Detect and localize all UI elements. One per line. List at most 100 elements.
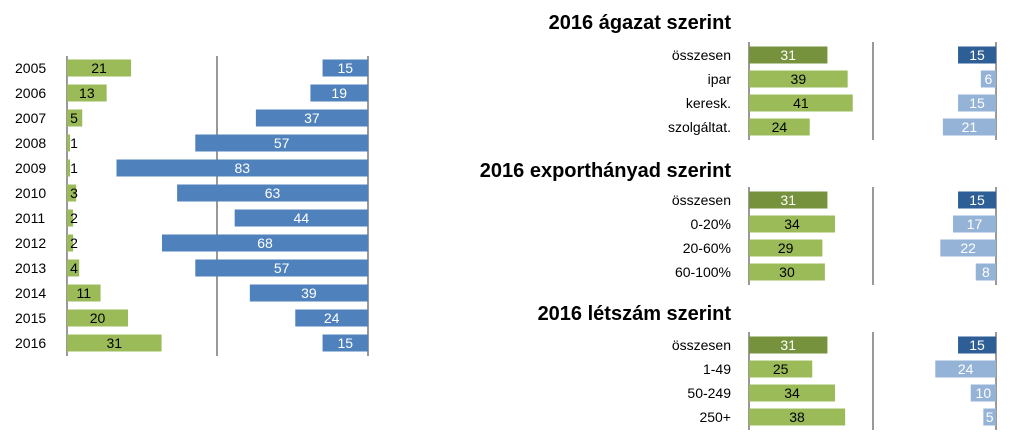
- bar-blue-2-összesen: [958, 191, 996, 209]
- data-label-green-1-keresk-: 41: [793, 95, 809, 111]
- category-label-2011: 2011: [15, 210, 45, 226]
- data-label-green-2016: 31: [106, 335, 122, 351]
- bar-green-1-szolgáltat-: [749, 118, 810, 136]
- category-label-2009: 2009: [15, 160, 46, 176]
- bar-blue-1-összesen: [958, 46, 996, 64]
- data-label-green-2-összesen: 31: [780, 192, 796, 208]
- data-label-blue-2015: 24: [324, 310, 340, 326]
- chart-title-3: 2016 létszám szerint: [538, 303, 732, 325]
- bar-green-2-0-20-: [749, 215, 836, 233]
- data-label-blue-2007: 37: [304, 110, 320, 126]
- data-label-blue-1-keresk-: 15: [969, 95, 985, 111]
- data-label-blue-2-20-60-: 22: [960, 240, 976, 256]
- bar-green-2012: [67, 234, 74, 252]
- category-label-2014: 2014: [15, 285, 46, 301]
- data-label-green-2009: 1: [70, 160, 78, 176]
- data-label-green-2013: 4: [70, 260, 78, 276]
- data-label-blue-3-50-249: 10: [976, 385, 992, 401]
- bar-green-1-keresk-: [749, 94, 853, 112]
- data-label-green-2015: 20: [90, 310, 106, 326]
- bar-blue-3-összesen: [958, 336, 996, 354]
- bar-blue-2013: [195, 259, 368, 277]
- data-label-green-2-0-20-: 34: [784, 216, 800, 232]
- bar-green-2011: [67, 209, 74, 227]
- data-label-blue-3-1-49: 24: [958, 361, 974, 377]
- bar-blue-3-1-49: [935, 360, 996, 378]
- data-label-green-3-50-249: 34: [784, 385, 800, 401]
- category-label-2010: 2010: [15, 185, 46, 201]
- bar-green-3-250-: [749, 408, 846, 426]
- bar-green-3-összesen: [749, 336, 828, 354]
- data-label-blue-2005: 15: [337, 60, 353, 76]
- data-label-blue-3-összesen: 15: [969, 337, 985, 353]
- category-label-2013: 2013: [15, 260, 46, 276]
- data-label-blue-2-60-100-: 8: [982, 264, 990, 280]
- bar-green-2-20-60-: [749, 239, 823, 257]
- category-label-1-összesen: összesen: [672, 47, 731, 63]
- data-label-blue-1-összesen: 15: [969, 47, 985, 63]
- category-label-2-0-20-: 0-20%: [691, 216, 731, 232]
- category-label-2-20-60-: 20-60%: [683, 240, 731, 256]
- bar-blue-2010: [177, 184, 368, 202]
- data-label-blue-1-szolgáltat-: 21: [962, 119, 978, 135]
- data-label-blue-1-ipar: 6: [985, 71, 993, 87]
- chart-title-1: 2016 ágazat szerint: [549, 12, 732, 34]
- data-label-green-2005: 21: [91, 60, 107, 76]
- category-label-2016: 2016: [15, 335, 46, 351]
- bar-blue-3-50-249: [970, 384, 996, 402]
- data-label-blue-2011: 44: [294, 210, 310, 226]
- category-label-2-összesen: összesen: [672, 192, 731, 208]
- bar-blue-2006: [310, 84, 368, 102]
- bar-blue-3-250-: [983, 408, 996, 426]
- bar-blue-2012: [161, 234, 368, 252]
- data-label-blue-3-250-: 5: [986, 409, 994, 425]
- bar-green-2014: [67, 284, 101, 302]
- category-label-3-1-49: 1-49: [703, 361, 731, 377]
- bar-green-2013: [67, 259, 80, 277]
- category-label-3-50-249: 50-249: [687, 385, 731, 401]
- data-label-green-2-60-100-: 30: [779, 264, 795, 280]
- bar-blue-2014: [249, 284, 368, 302]
- data-label-green-3-1-49: 25: [773, 361, 789, 377]
- bar-green-2009: [67, 159, 71, 177]
- chart-title-2: 2016 exporthányad szerint: [480, 160, 732, 182]
- bar-green-2005: [67, 59, 132, 77]
- bar-blue-2-0-20-: [952, 215, 996, 233]
- data-label-green-1-ipar: 39: [791, 71, 807, 87]
- category-label-2008: 2008: [15, 135, 46, 151]
- bar-blue-1-keresk-: [958, 94, 996, 112]
- bar-green-2007: [67, 109, 83, 127]
- data-label-blue-2012: 68: [257, 235, 273, 251]
- data-label-blue-2-0-20-: 17: [967, 216, 983, 232]
- category-label-2007: 2007: [15, 110, 46, 126]
- data-label-blue-2-összesen: 15: [969, 192, 985, 208]
- bar-blue-2011: [234, 209, 368, 227]
- bar-blue-2005: [322, 59, 368, 77]
- bar-blue-2-20-60-: [940, 239, 996, 257]
- bar-blue-2009: [116, 159, 368, 177]
- category-label-3-250-: 250+: [699, 409, 731, 425]
- bar-blue-2008: [195, 134, 368, 152]
- data-label-green-2010: 3: [70, 185, 78, 201]
- data-label-blue-2014: 39: [301, 285, 317, 301]
- bar-green-2006: [67, 84, 107, 102]
- bar-blue-2016: [322, 334, 368, 352]
- data-label-green-2008: 1: [70, 135, 78, 151]
- data-label-blue-2006: 19: [331, 85, 347, 101]
- data-label-green-1-szolgáltat-: 24: [772, 119, 788, 135]
- data-label-green-2012: 2: [70, 235, 78, 251]
- category-label-2005: 2005: [15, 60, 46, 76]
- data-label-green-2011: 2: [70, 210, 78, 226]
- category-label-1-ipar: ipar: [708, 71, 732, 87]
- bar-blue-2007: [255, 109, 368, 127]
- category-label-1-keresk-: keresk.: [686, 95, 731, 111]
- data-label-green-2006: 13: [79, 85, 95, 101]
- bar-green-1-összesen: [749, 46, 828, 64]
- category-label-2015: 2015: [15, 310, 46, 326]
- bar-blue-1-ipar: [980, 70, 996, 88]
- bar-green-2016: [67, 334, 162, 352]
- data-label-blue-2009: 83: [234, 160, 250, 176]
- bar-blue-2015: [295, 309, 368, 327]
- bar-green-2-összesen: [749, 191, 828, 209]
